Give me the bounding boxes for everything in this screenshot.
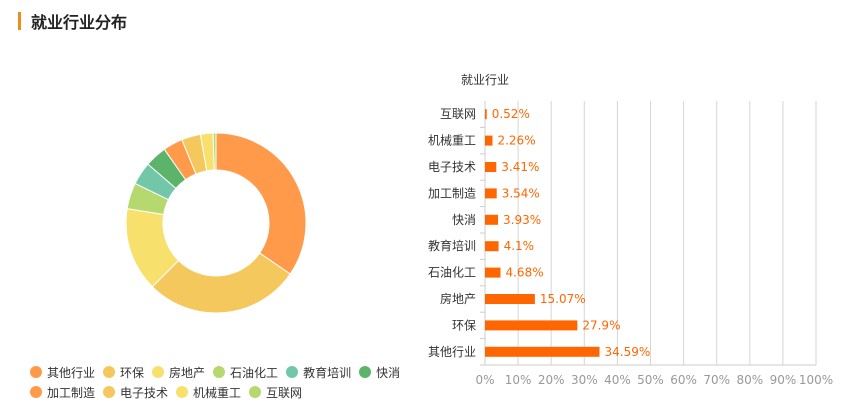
legend-row: 其他行业 环保 房地产 石油化工 教育培训 快消 [30, 362, 420, 382]
bar [485, 162, 497, 172]
legend-item[interactable]: 石油化工 [213, 364, 278, 381]
legend-swatch [176, 386, 189, 398]
y-tick-label: 房地产 [440, 291, 476, 306]
legend-label: 互联网 [266, 385, 303, 400]
bar-value-label: 2.26% [497, 134, 535, 148]
x-tick-label: 60% [670, 373, 697, 387]
bar [485, 135, 493, 146]
bar-value-label: 4.1% [504, 239, 535, 253]
y-axis-title: 就业行业 [461, 73, 509, 87]
legend-label: 机械重工 [193, 385, 242, 400]
donut-legend: 其他行业 环保 房地产 石油化工 教育培训 快消加工制造 电子技术 机械重工 互联网 [30, 362, 420, 402]
legend-item[interactable]: 电子技术 [103, 384, 168, 401]
bar-value-label: 4.68% [505, 266, 543, 280]
bar-value-label: 3.93% [503, 213, 541, 227]
donut-slice [215, 132, 307, 275]
donut-slice [212, 132, 217, 171]
legend-label: 环保 [120, 365, 145, 380]
bar-value-label: 3.41% [501, 160, 539, 174]
x-tick-label: 20% [538, 373, 565, 387]
legend-swatch [103, 366, 116, 378]
legend-label: 石油化工 [230, 365, 279, 380]
x-tick-label: 100% [799, 373, 833, 387]
legend-swatch [359, 366, 372, 378]
legend-label: 电子技术 [120, 385, 169, 400]
legend-swatch [152, 366, 165, 378]
y-tick-label: 石油化工 [428, 266, 476, 280]
legend-label: 房地产 [169, 365, 206, 380]
legend-label: 加工制造 [47, 385, 96, 400]
legend-row: 加工制造 电子技术 机械重工 互联网 [30, 382, 420, 402]
bar [485, 346, 600, 357]
x-tick-label: 40% [604, 373, 631, 387]
legend-label: 教育培训 [303, 365, 352, 380]
bar [485, 214, 499, 225]
x-tick-label: 10% [505, 373, 532, 387]
y-tick-label: 机械重工 [428, 133, 476, 148]
bar [485, 267, 501, 278]
legend-item[interactable]: 环保 [103, 364, 144, 381]
y-tick-label: 环保 [452, 318, 476, 332]
bar [485, 241, 499, 252]
y-tick-label: 电子技术 [428, 160, 476, 174]
x-tick-label: 70% [703, 373, 730, 387]
donut-chart [125, 132, 307, 314]
x-tick-label: 80% [736, 373, 763, 387]
y-tick-label: 互联网 [440, 107, 476, 121]
legend-swatch [249, 386, 262, 398]
bar-value-label: 27.9% [582, 318, 620, 332]
y-tick-label: 其他行业 [428, 345, 476, 359]
x-tick-label: 0% [475, 373, 494, 387]
bar-value-label: 34.59% [604, 345, 650, 359]
legend-item[interactable]: 机械重工 [176, 384, 241, 401]
legend-item[interactable]: 互联网 [249, 384, 302, 401]
x-tick-label: 90% [770, 373, 797, 387]
legend-label: 其他行业 [47, 365, 96, 380]
y-tick-label: 加工制造 [428, 186, 476, 200]
legend-swatch [30, 386, 42, 398]
bar-value-label: 15.07% [540, 292, 586, 306]
y-tick-label: 教育培训 [428, 238, 476, 253]
legend-item[interactable]: 快消 [359, 364, 400, 381]
bar-value-label: 0.52% [492, 107, 530, 121]
legend-swatch [286, 366, 299, 378]
legend-item[interactable]: 加工制造 [30, 384, 95, 401]
y-tick-label: 快消 [452, 213, 476, 227]
bar [485, 294, 535, 304]
legend-swatch [213, 366, 226, 378]
legend-swatch [103, 386, 116, 398]
header-accent-bar [18, 12, 21, 30]
page-title: 就业行业分布 [31, 13, 128, 32]
legend-item[interactable]: 教育培训 [286, 364, 351, 381]
legend-item[interactable]: 其他行业 [30, 364, 95, 381]
x-tick-label: 50% [637, 373, 664, 387]
legend-swatch [30, 366, 42, 378]
x-tick-label: 30% [571, 373, 598, 387]
bar [485, 109, 487, 120]
bar-value-label: 3.54% [502, 186, 540, 200]
section-header: 就业行业分布 [18, 10, 127, 32]
legend-label: 快消 [376, 365, 401, 380]
legend-item[interactable]: 房地产 [152, 364, 205, 381]
bar [485, 320, 578, 331]
bar [485, 188, 497, 199]
